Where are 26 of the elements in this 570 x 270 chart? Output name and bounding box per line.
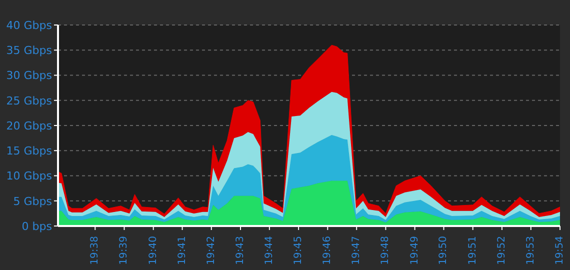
x-tick-label: 19:49 bbox=[409, 236, 420, 265]
x-tick-label: 19:44 bbox=[264, 236, 275, 265]
y-tick-label: 20 Gbps bbox=[6, 119, 52, 132]
x-tick-label: 19:42 bbox=[206, 236, 217, 265]
x-tick-label: 19:52 bbox=[496, 236, 508, 265]
y-tick-label: 35 Gbps bbox=[6, 44, 52, 58]
x-tick-label: 19:40 bbox=[148, 236, 159, 265]
x-tick-label: 19:51 bbox=[467, 236, 478, 265]
y-tick-label: 25 Gbps bbox=[6, 94, 52, 108]
x-tick-label: 19:54 bbox=[554, 236, 566, 265]
y-tick-label: 0 bps bbox=[22, 220, 52, 233]
x-tick-label: 19:41 bbox=[176, 236, 188, 265]
y-tick-label: 15 Gbps bbox=[6, 144, 52, 158]
y-tick-label: 5 Gbps bbox=[13, 194, 52, 208]
y-tick-label: 10 Gbps bbox=[6, 170, 52, 183]
x-tick-label: 19:50 bbox=[438, 236, 450, 265]
x-tick-label: 19:47 bbox=[351, 236, 362, 265]
x-tick-label: 19:39 bbox=[118, 236, 130, 265]
x-tick-label: 19:43 bbox=[235, 236, 246, 265]
y-tick-label: 30 Gbps bbox=[6, 69, 52, 82]
x-tick-label: 19:38 bbox=[90, 236, 101, 265]
x-tick-label: 19:48 bbox=[380, 236, 392, 265]
y-tick-label: 40 Gbps bbox=[6, 18, 52, 32]
x-tick-label: 19:45 bbox=[293, 236, 304, 265]
x-tick-label: 19:53 bbox=[525, 236, 536, 265]
x-tick-label: 19:46 bbox=[322, 236, 334, 265]
